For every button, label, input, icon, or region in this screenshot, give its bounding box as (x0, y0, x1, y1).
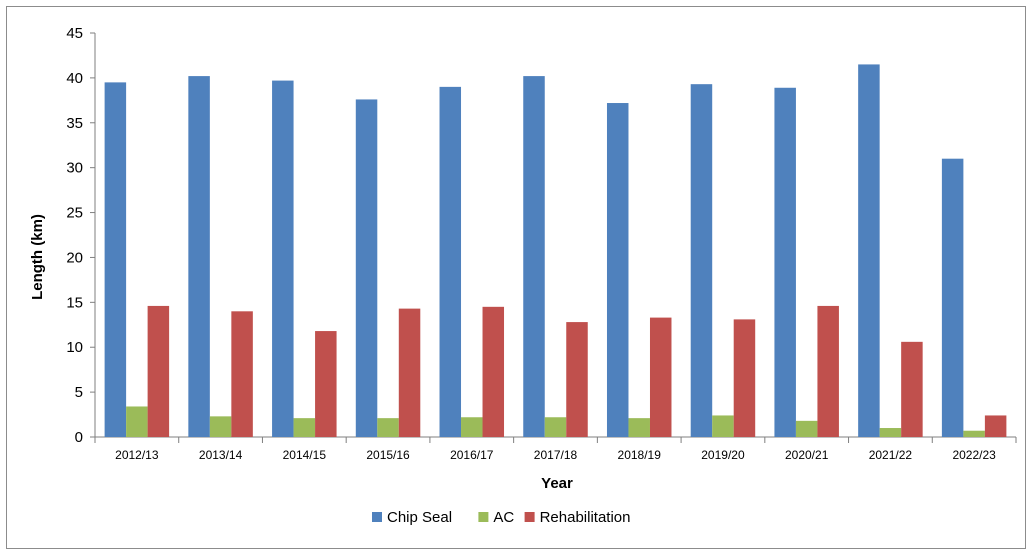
legend-swatch-rehabilitation (524, 512, 535, 522)
bar-chip-seal (690, 84, 713, 437)
bar-chip-seal (523, 76, 545, 438)
chart-frame (6, 6, 1026, 549)
bar-ac (544, 417, 567, 437)
y-tick-label: 5 (75, 384, 83, 401)
bar-rehabilitation (984, 415, 1007, 437)
bar-ac (209, 416, 232, 437)
y-tick-label: 30 (66, 160, 83, 177)
y-tick-label: 35 (66, 115, 83, 132)
bar-chip-seal (355, 99, 378, 438)
bar-rehabilitation (231, 311, 253, 437)
bar-ac (712, 415, 734, 437)
x-tick-label: 2019/20 (701, 448, 745, 462)
bar-rehabilitation (482, 306, 505, 437)
legend-label-ac: AC (493, 509, 514, 526)
bar-rehabilitation (649, 317, 672, 437)
y-tick-label: 0 (75, 429, 83, 446)
bar-chip-seal (188, 76, 210, 438)
bar-rehabilitation (733, 319, 756, 437)
x-tick-label: 2018/19 (618, 448, 662, 462)
bar-ac (795, 420, 818, 437)
y-axis-title: Length (km) (29, 214, 46, 300)
x-tick-label: 2013/14 (199, 448, 243, 462)
bar-chip-seal (606, 103, 629, 437)
x-tick-label: 2021/22 (869, 448, 913, 462)
bar-ac (963, 430, 985, 437)
legend-swatch-chip-seal (372, 512, 382, 522)
legend: Chip Seal AC Rehabilitation (372, 509, 631, 526)
y-tick-label: 45 (66, 25, 83, 42)
plot-area: 0 5 10 15 20 25 30 35 40 45 2012/13 2013/14 2014/15 2… (66, 25, 1017, 462)
bar-ac (126, 406, 148, 437)
bar-rehabilitation (398, 308, 421, 437)
bar-ac (461, 417, 483, 437)
y-tick-label: 25 (66, 205, 83, 222)
x-tick-label: 2012/13 (115, 448, 159, 462)
bar-chip-seal (104, 82, 127, 437)
bar-chip-seal (858, 64, 880, 437)
y-tick-label: 10 (66, 339, 83, 356)
x-axis-title: Year (541, 475, 573, 492)
bar-chip-seal (272, 80, 294, 438)
legend-label-rehabilitation: Rehabilitation (540, 509, 631, 526)
bar-chip-seal (774, 87, 796, 438)
bar-rehabilitation (566, 322, 588, 437)
legend-label-chip-seal: Chip Seal (387, 509, 452, 526)
x-tick-label: 2022/23 (952, 448, 996, 462)
y-tick-label: 20 (66, 249, 83, 266)
bar-rehabilitation (817, 305, 839, 437)
x-tick-label: 2016/17 (450, 448, 494, 462)
x-tick-label: 2014/15 (283, 448, 327, 462)
bar-ac (628, 418, 650, 437)
bar-ac (377, 418, 399, 437)
y-tick-label: 40 (66, 70, 83, 87)
bar-chip-seal (941, 158, 964, 437)
x-tick-label: 2020/21 (785, 448, 829, 462)
bar-rehabilitation (147, 305, 170, 437)
legend-swatch-ac (478, 512, 489, 522)
x-tick-label: 2015/16 (366, 448, 410, 462)
bar-ac (293, 418, 316, 437)
y-tick-label: 15 (66, 294, 83, 311)
bar-rehabilitation (901, 341, 923, 437)
bar-ac (879, 428, 902, 437)
x-tick-label: 2017/18 (534, 448, 578, 462)
bar-chip-seal (439, 86, 462, 437)
bar-rehabilitation (315, 331, 337, 437)
